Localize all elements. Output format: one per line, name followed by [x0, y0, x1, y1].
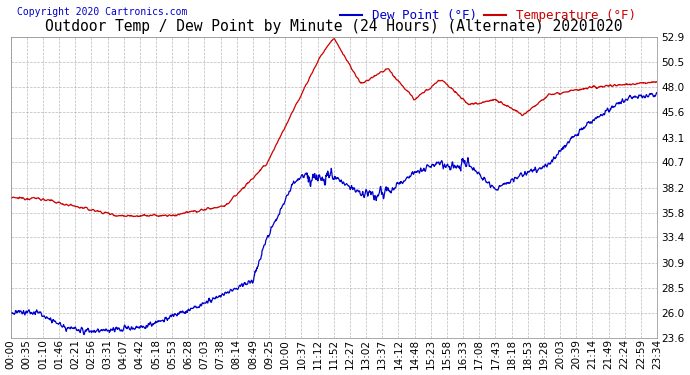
- Text: Copyright 2020 Cartronics.com: Copyright 2020 Cartronics.com: [17, 7, 188, 17]
- Title: Outdoor Temp / Dew Point by Minute (24 Hours) (Alternate) 20201020: Outdoor Temp / Dew Point by Minute (24 H…: [45, 19, 622, 34]
- Legend: Dew Point (°F), Temperature (°F): Dew Point (°F), Temperature (°F): [335, 4, 641, 27]
